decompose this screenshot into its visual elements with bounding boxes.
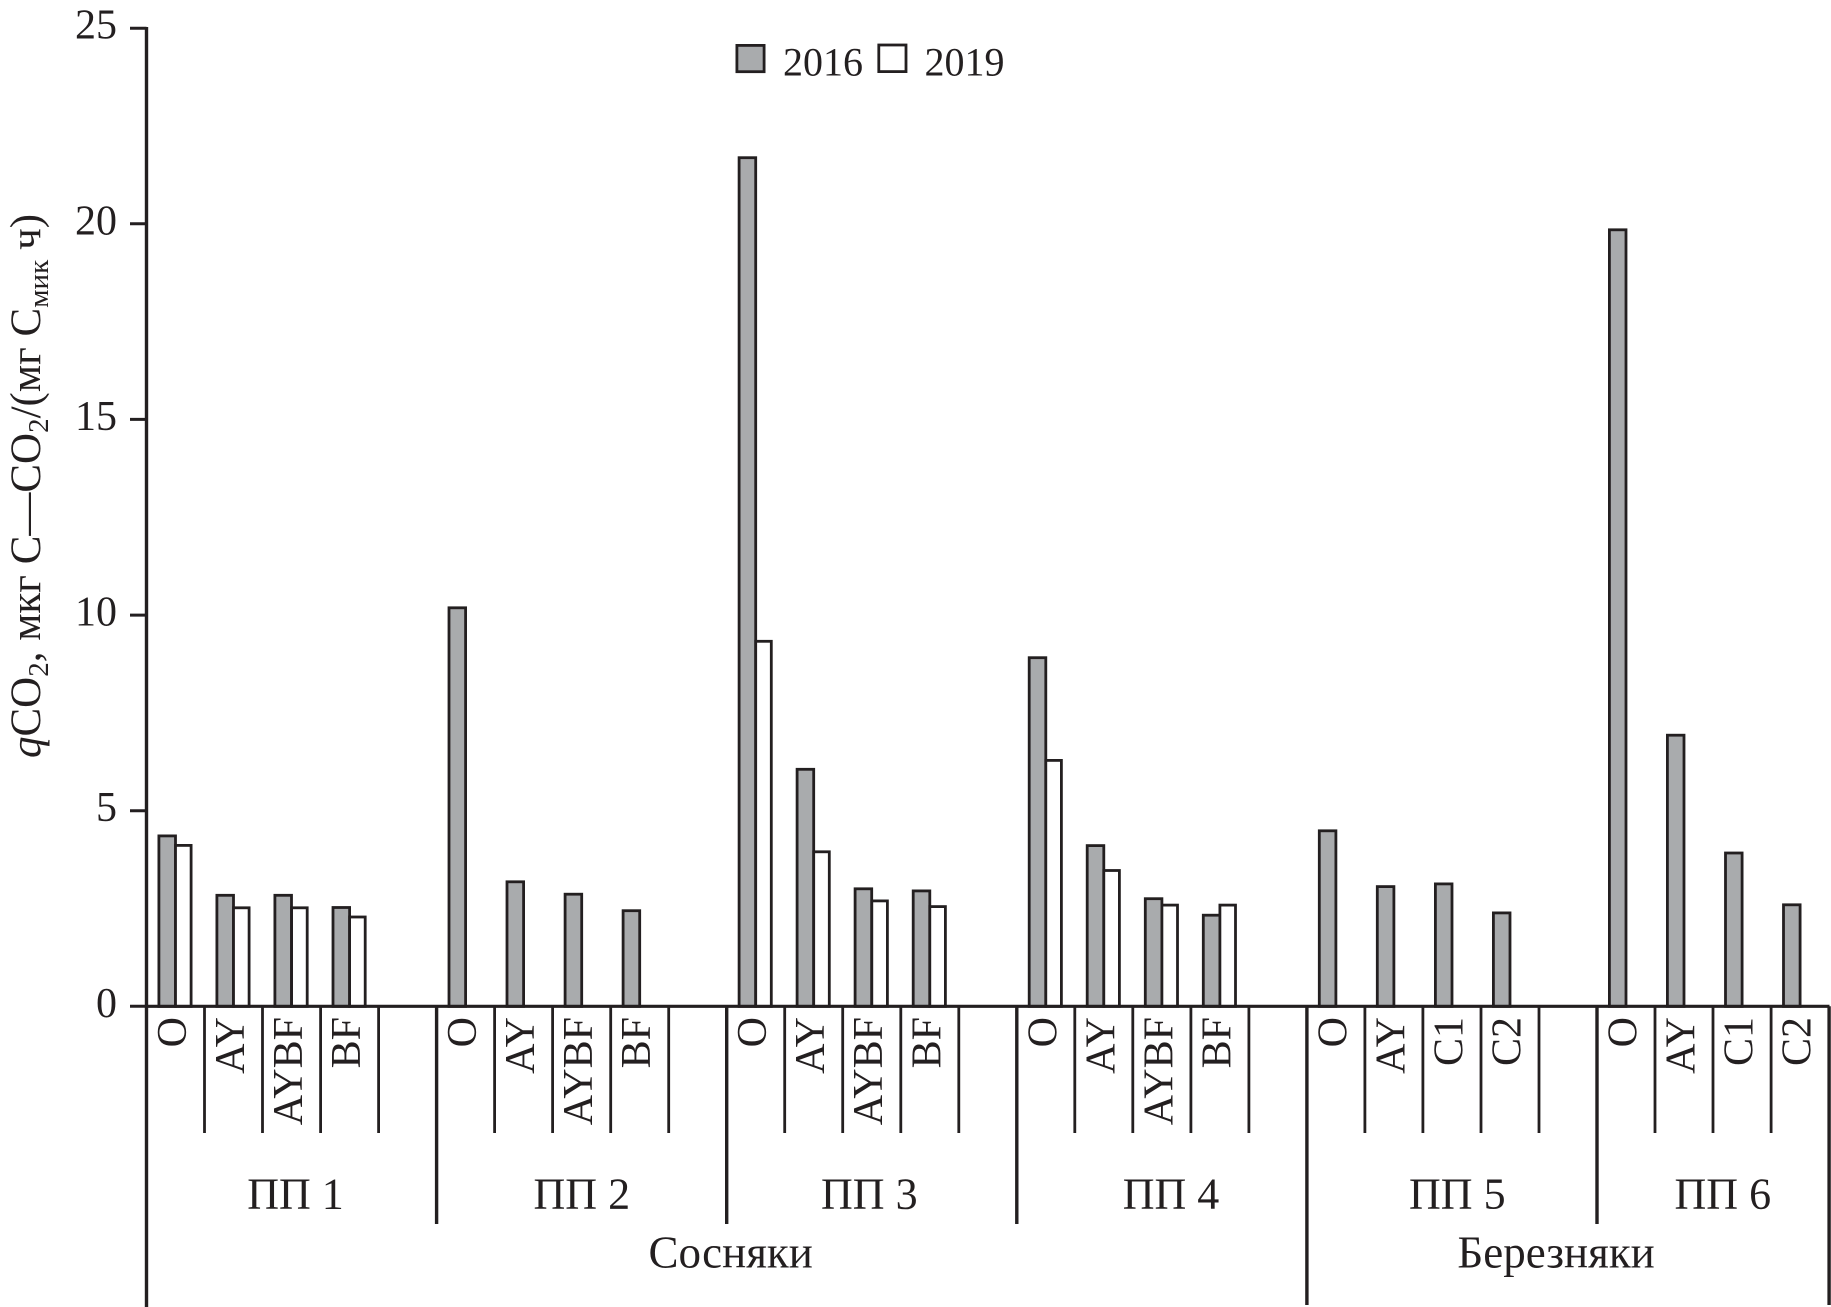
svg-text:ПП 4: ПП 4 <box>1123 1169 1220 1218</box>
svg-text:BF: BF <box>614 1017 660 1068</box>
svg-text:O: O <box>1310 1017 1356 1047</box>
svg-text:BF: BF <box>1194 1017 1240 1068</box>
svg-text:ПП 2: ПП 2 <box>534 1169 631 1218</box>
svg-text:O: O <box>730 1017 776 1047</box>
svg-text:10: 10 <box>75 590 117 636</box>
svg-text:AY: AY <box>1368 1017 1414 1074</box>
svg-text:2019: 2019 <box>925 40 1005 85</box>
svg-text:ПП 3: ПП 3 <box>821 1169 918 1218</box>
svg-text:O: O <box>150 1017 196 1047</box>
svg-text:Березняки: Березняки <box>1457 1228 1654 1278</box>
svg-text:ПП 1: ПП 1 <box>247 1169 344 1218</box>
svg-text:q: q <box>3 737 50 759</box>
svg-text:ПП 5: ПП 5 <box>1409 1169 1506 1218</box>
svg-text:AY: AY <box>1078 1017 1124 1074</box>
svg-text:CO: CO <box>3 677 50 737</box>
svg-text:AYBF: AYBF <box>556 1017 602 1125</box>
svg-text:ч): ч) <box>3 214 50 250</box>
svg-text:, мкг С—СО: , мкг С—СО <box>3 433 50 662</box>
svg-text:AYBF: AYBF <box>1136 1017 1182 1125</box>
svg-text:BF: BF <box>904 1017 950 1068</box>
svg-text:C1: C1 <box>1717 1017 1763 1066</box>
svg-text:/(мг С: /(мг С <box>3 308 50 419</box>
svg-text:AY: AY <box>1659 1017 1705 1074</box>
svg-text:мик: мик <box>23 259 55 308</box>
svg-text:O: O <box>1601 1017 1647 1047</box>
svg-text:AY: AY <box>208 1017 254 1074</box>
svg-text:C2: C2 <box>1485 1017 1531 1066</box>
svg-text:0: 0 <box>96 981 117 1027</box>
svg-text:25: 25 <box>75 3 117 49</box>
svg-text:O: O <box>440 1017 486 1047</box>
svg-text:BF: BF <box>324 1017 370 1068</box>
svg-text:2: 2 <box>23 418 55 433</box>
svg-text:AYBF: AYBF <box>266 1017 312 1125</box>
svg-text:AY: AY <box>788 1017 834 1074</box>
svg-text:Сосняки: Сосняки <box>649 1228 813 1278</box>
svg-text:AY: AY <box>498 1017 544 1074</box>
svg-text:O: O <box>1020 1017 1066 1047</box>
svg-text:ПП 6: ПП 6 <box>1675 1169 1772 1218</box>
svg-text:C2: C2 <box>1775 1017 1821 1066</box>
svg-text:2: 2 <box>23 662 55 677</box>
svg-text:AYBF: AYBF <box>846 1017 892 1125</box>
svg-text:5: 5 <box>96 785 117 831</box>
svg-text:15: 15 <box>75 394 117 440</box>
svg-text:2016: 2016 <box>783 40 863 85</box>
svg-text:C1: C1 <box>1427 1017 1473 1066</box>
svg-text:20: 20 <box>75 198 117 244</box>
